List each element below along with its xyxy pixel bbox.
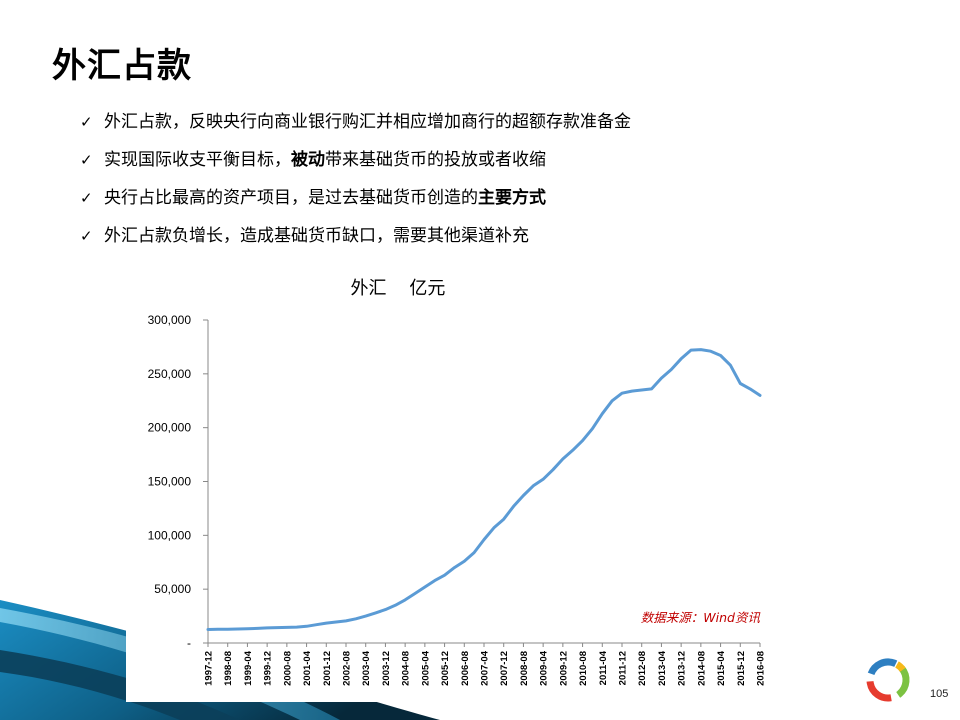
x-tick-label: 2014-08	[696, 651, 707, 686]
x-tick-label: 2015-12	[736, 651, 747, 686]
x-axis: 1997-12 1998-08 1999-04 1999-12 2000-08 2001-…	[204, 642, 767, 686]
x-tick-label: 2000-08	[282, 651, 293, 686]
slide-title: 外汇占款	[52, 46, 192, 86]
bullet-emphasis: 主要方式	[478, 188, 546, 208]
bullet-item: ✓ 外汇占款负增长，造成基础货币缺口，需要其他渠道补充	[80, 222, 631, 260]
bullet-item: ✓ 实现国际收支平衡目标，被动带来基础货币的投放或者收缩	[80, 146, 631, 184]
x-tick-label: 2003-12	[381, 651, 392, 686]
x-tick-label: 2010-08	[578, 651, 589, 686]
checkmark-icon: ✓	[80, 227, 93, 245]
y-tick-label: 200,000	[148, 421, 192, 435]
x-tick-label: 2004-08	[401, 651, 412, 686]
chart-title: 外汇 亿元	[351, 278, 446, 299]
series-layer	[206, 348, 762, 631]
x-tick-label: 2007-12	[499, 651, 510, 686]
chart-panel: 外汇 亿元 - 50,000 100,000 150,000 200,000 250,00…	[126, 270, 766, 702]
x-tick-label: 2001-12	[322, 651, 333, 686]
bullet-emphasis: 被动	[291, 150, 325, 170]
x-tick-label: 2005-04	[420, 650, 431, 686]
bullet-list: ✓ 外汇占款，反映央行向商业银行购汇并相应增加商行的超额存款准备金 ✓ 实现国际收支平…	[80, 108, 631, 260]
x-tick-label: 2011-12	[618, 651, 629, 685]
x-tick-label: 1997-12	[204, 651, 215, 686]
checkmark-icon: ✓	[80, 113, 93, 131]
bullet-item: ✓ 央行占比最高的资产项目，是过去基础货币创造的主要方式	[80, 184, 631, 222]
x-tick-label: 2007-04	[480, 650, 491, 686]
x-tick-label: 2003-04	[361, 650, 372, 686]
bullet-text: 带来基础货币的投放或者收缩	[325, 150, 546, 170]
y-tick-label: 50,000	[154, 582, 191, 596]
y-tick-label: 300,000	[148, 313, 192, 327]
x-tick-label: 2005-12	[440, 651, 451, 686]
checkmark-icon: ✓	[80, 189, 93, 207]
y-tick-label: -	[187, 636, 191, 650]
x-tick-label: 2009-04	[539, 650, 550, 686]
line-chart: 外汇 亿元 - 50,000 100,000 150,000 200,000 250,00…	[148, 278, 767, 686]
x-tick-label: 2012-08	[637, 651, 648, 686]
company-logo	[866, 658, 910, 702]
x-tick-label: 1999-12	[263, 651, 274, 686]
x-tick-label: 1999-04	[243, 650, 254, 686]
bullet-text: 外汇占款负增长，造成基础货币缺口，需要其他渠道补充	[104, 226, 529, 246]
x-tick-label: 2009-12	[558, 651, 569, 686]
bullet-text: 外汇占款，反映央行向商业银行购汇并相应增加商行的超额存款准备金	[104, 112, 631, 132]
x-tick-label: 2002-08	[342, 651, 353, 686]
series-line	[206, 348, 762, 631]
x-tick-label: 2015-04	[716, 650, 727, 686]
x-tick-label: 2016-08	[756, 651, 767, 686]
page-number: 105	[930, 688, 949, 700]
x-tick-label: 2001-04	[302, 650, 313, 686]
checkmark-icon: ✓	[80, 151, 93, 169]
source-note: 数据来源：Wind资讯	[641, 610, 761, 625]
x-tick-label: 2011-04	[598, 650, 609, 685]
x-tick-label: 2006-08	[460, 651, 471, 686]
x-tick-label: 2008-08	[519, 651, 530, 686]
y-axis: - 50,000 100,000 150,000 200,000 250,000 300,0…	[148, 313, 209, 650]
y-tick-label: 250,000	[148, 367, 192, 381]
bullet-text: 央行占比最高的资产项目，是过去基础货币创造的	[104, 188, 478, 208]
x-tick-label: 2013-04	[657, 650, 668, 686]
bullet-item: ✓ 外汇占款，反映央行向商业银行购汇并相应增加商行的超额存款准备金	[80, 108, 631, 146]
y-tick-label: 100,000	[148, 528, 192, 542]
x-tick-label: 1998-08	[223, 651, 234, 686]
x-tick-label: 2013-12	[677, 651, 688, 686]
y-tick-label: 150,000	[148, 475, 192, 489]
bullet-text: 实现国际收支平衡目标，	[104, 150, 291, 170]
